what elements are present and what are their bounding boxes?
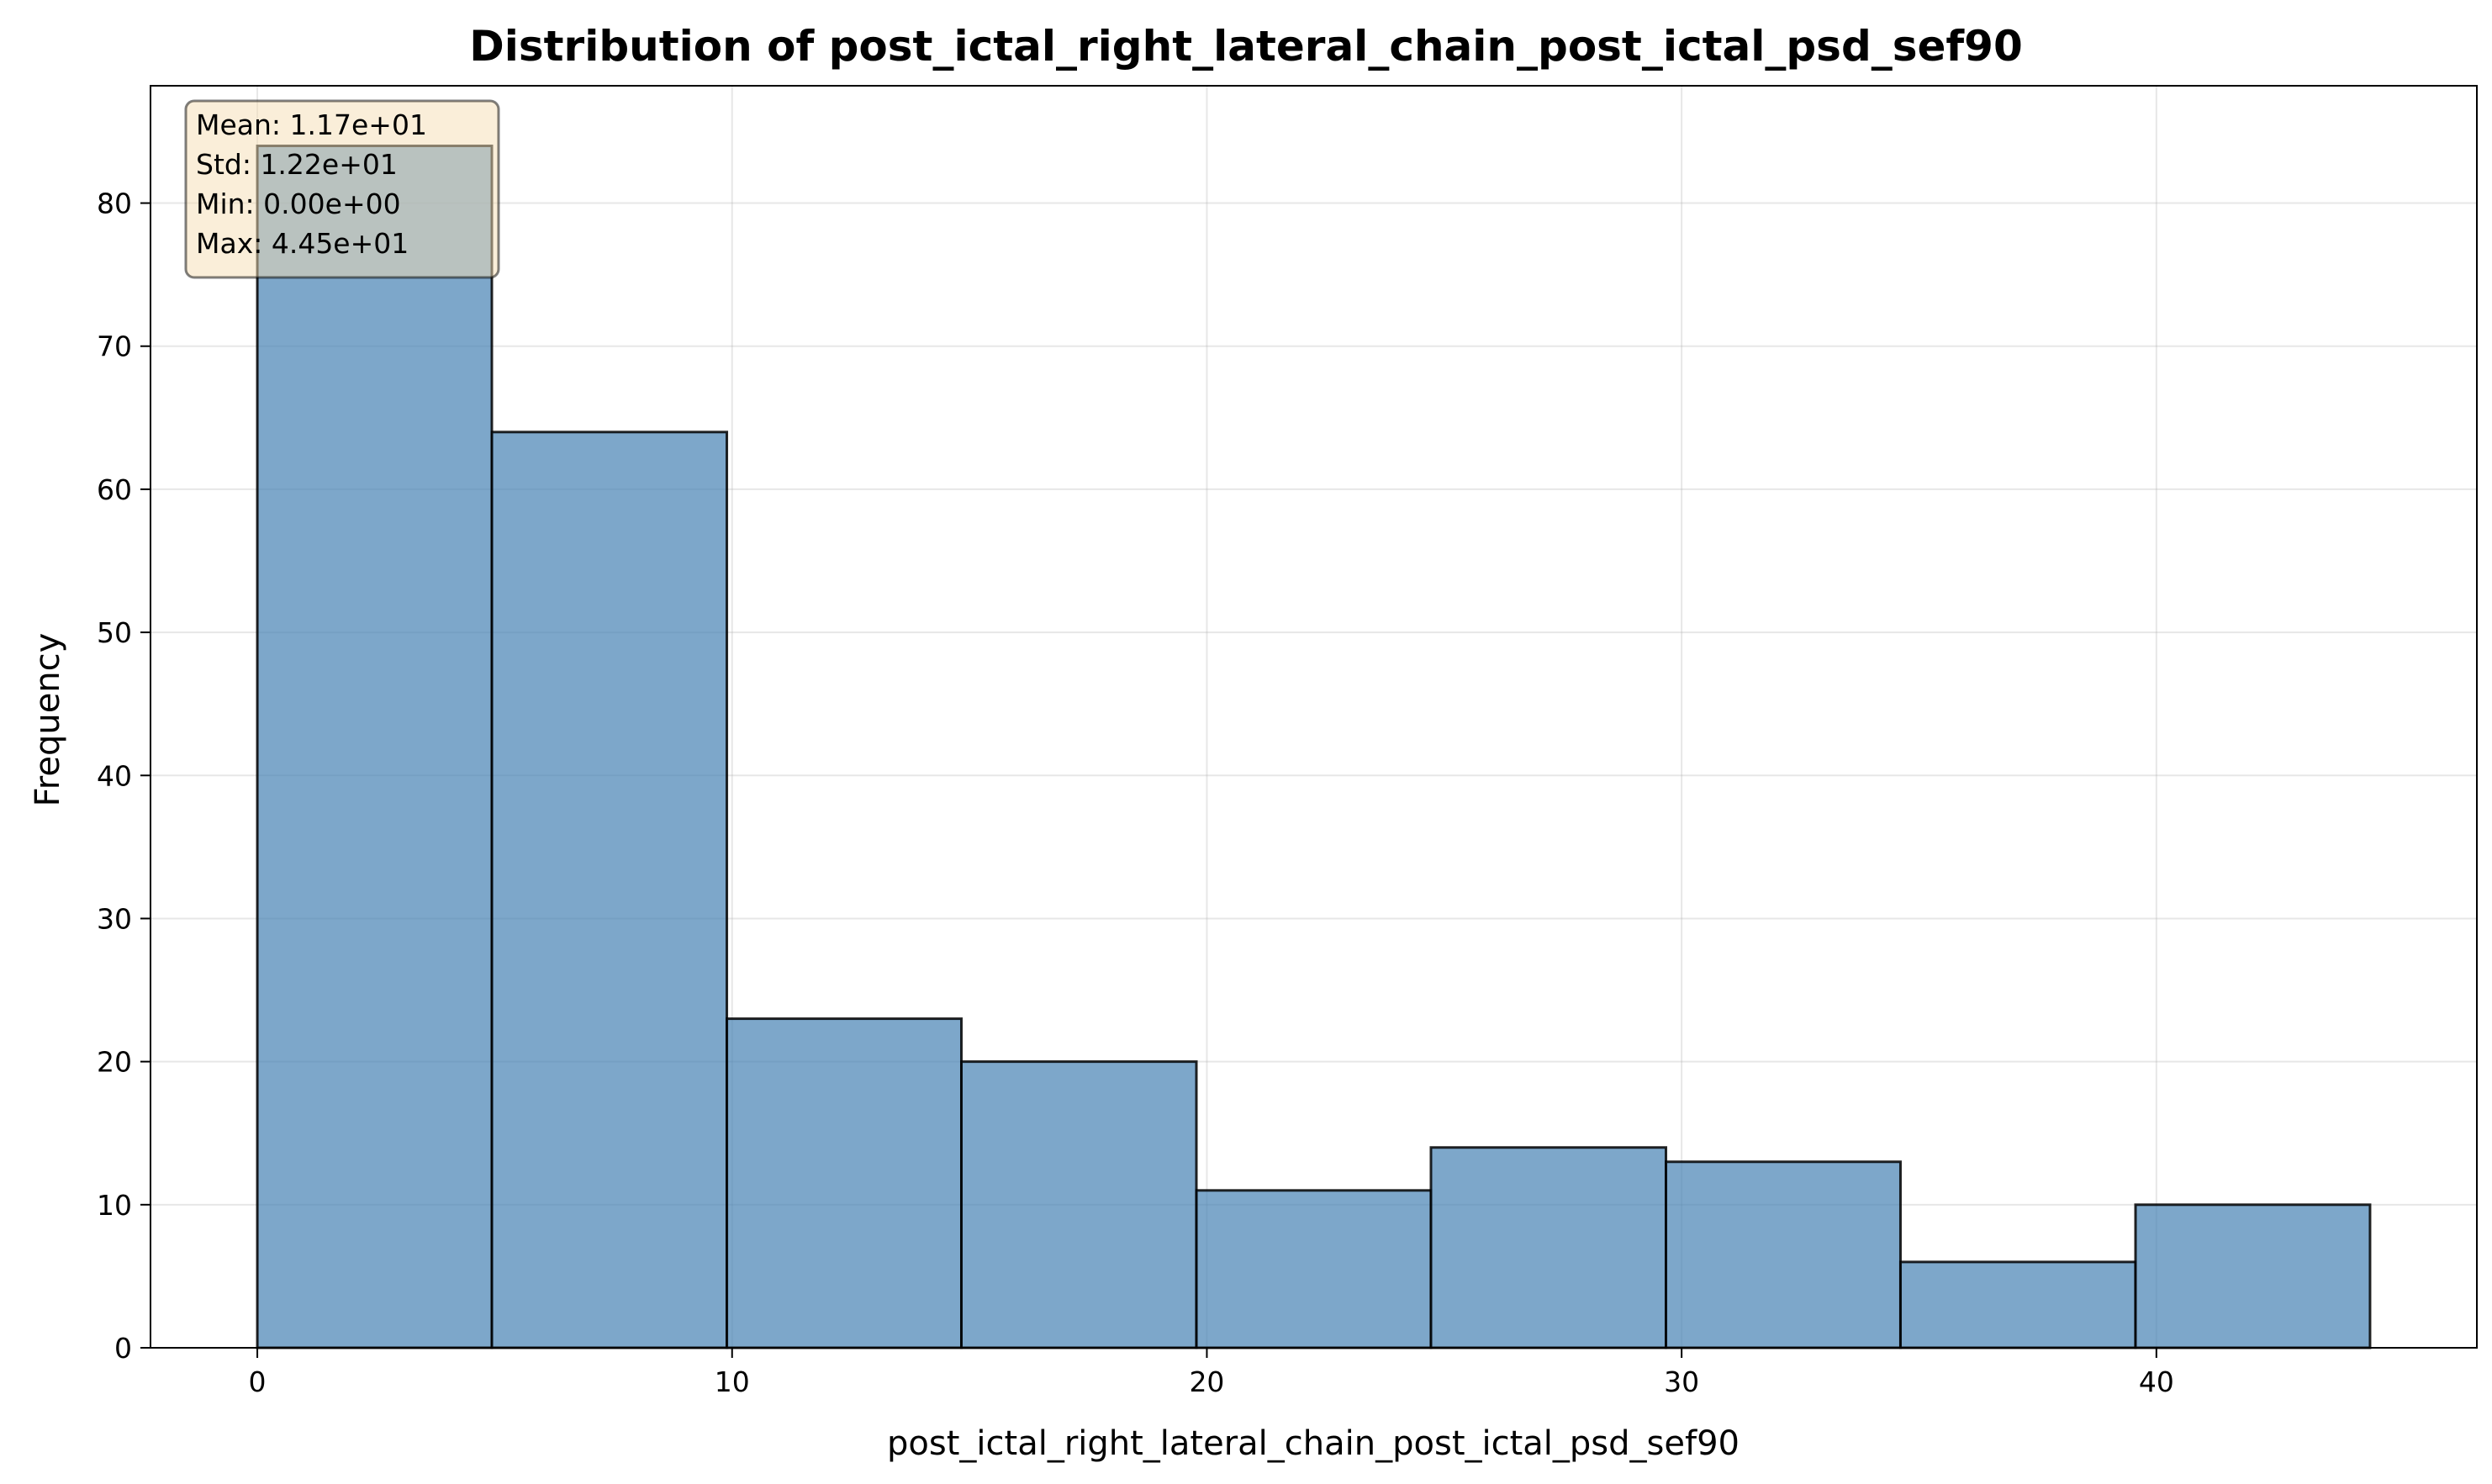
histogram-bar: [2134, 1203, 2372, 1349]
x-tick-label: 30: [1664, 1365, 1699, 1398]
histogram-bar: [1429, 1146, 1668, 1349]
x-tick-label: 40: [2139, 1365, 2174, 1398]
x-tick-label: 20: [1189, 1365, 1224, 1398]
y-tick-label: 70: [97, 330, 132, 363]
y-tick-label: 60: [97, 473, 132, 506]
stats-box-line: Std: 1.22e+01: [196, 148, 398, 181]
chart-title: Distribution of post_ictal_right_lateral…: [469, 22, 2023, 71]
y-axis-label: Frequency: [29, 633, 67, 807]
stats-box-line: Mean: 1.17e+01: [196, 108, 427, 141]
stats-box-line: Max: 4.45e+01: [196, 227, 409, 260]
plot-frame: [150, 85, 2478, 1349]
histogram-bar: [1195, 1189, 1433, 1349]
y-tick-label: 0: [114, 1332, 132, 1365]
x-axis-ticks: 0 10 20 30 40: [249, 1348, 2174, 1398]
histogram-bar: [726, 1017, 963, 1349]
x-tick-label: 0: [249, 1365, 267, 1398]
y-tick-label: 40: [97, 759, 132, 792]
histogram-bars: [256, 144, 2372, 1349]
histogram-bar: [1665, 1160, 1902, 1349]
stats-box: Mean: 1.17e+01 Std: 1.22e+01 Min: 0.00e+00…: [184, 99, 500, 279]
stats-box-background: [184, 99, 500, 279]
y-tick-label: 80: [97, 187, 132, 220]
histogram-bar: [490, 430, 729, 1349]
y-tick-label: 10: [97, 1189, 132, 1222]
y-tick-label: 20: [97, 1046, 132, 1079]
x-axis-label: post_ictal_right_lateral_chain_post_icta…: [887, 1424, 1740, 1463]
y-tick-label: 50: [97, 616, 132, 649]
histogram-bar: [959, 1060, 1198, 1349]
y-tick-label: 30: [97, 902, 132, 935]
stats-box-line: Min: 0.00e+00: [196, 187, 401, 220]
histogram-bar: [1898, 1260, 2137, 1349]
y-axis-ticks: 0 10 20 30 40 50 60 70 80: [97, 187, 150, 1365]
x-tick-label: 10: [715, 1365, 750, 1398]
histogram-bar: [256, 144, 494, 1349]
